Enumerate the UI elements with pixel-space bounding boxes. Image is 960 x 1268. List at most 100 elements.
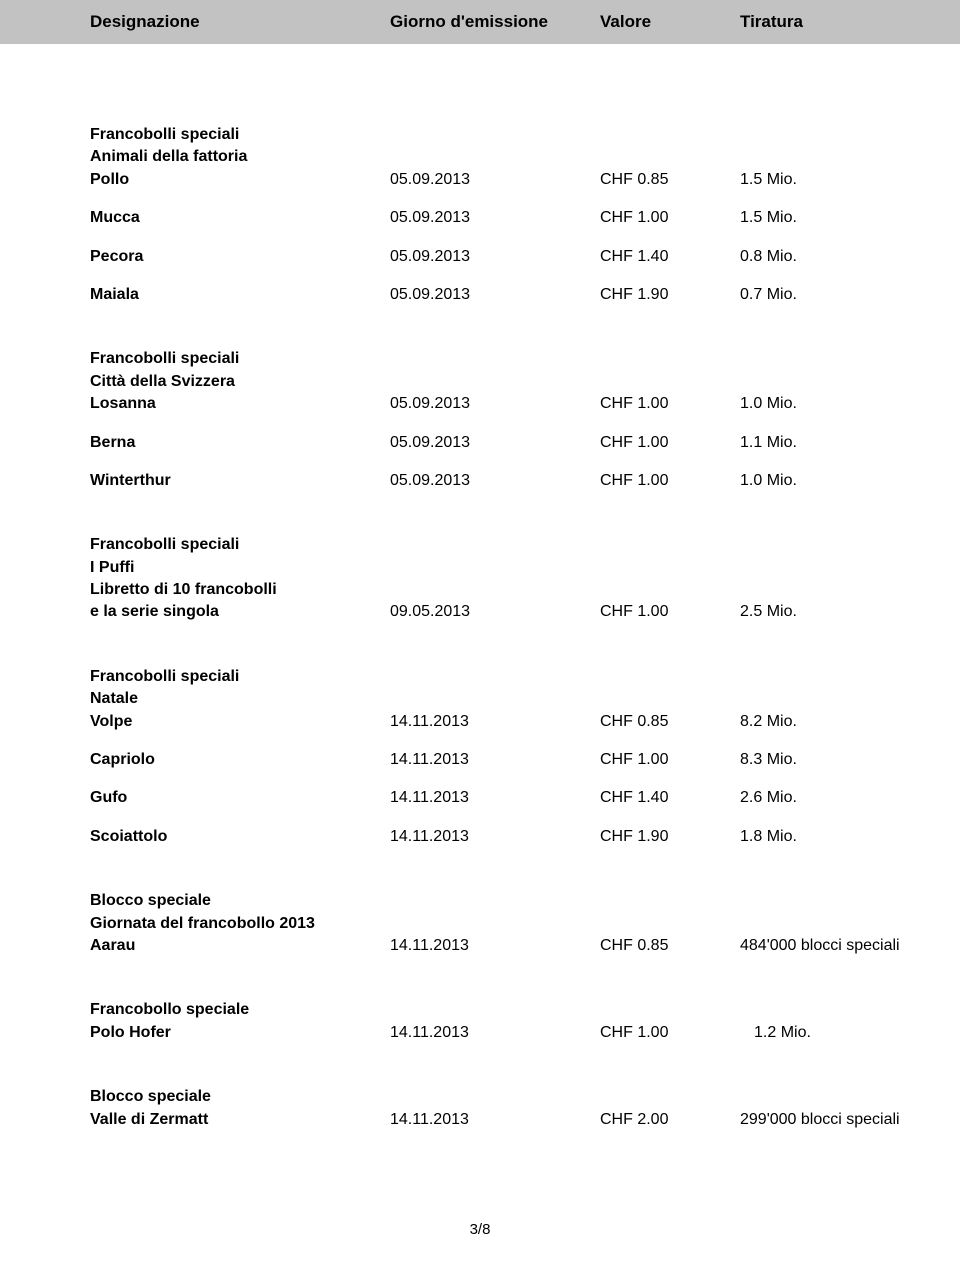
- section-title: Francobollo speciale: [90, 999, 960, 1021]
- row-label: Mucca: [90, 207, 390, 229]
- row-value: CHF 0.85: [600, 169, 740, 191]
- section-natale: Francobolli speciali Natale Volpe 14.11.…: [90, 666, 960, 848]
- row-date: 05.09.2013: [390, 284, 600, 306]
- row-date: 14.11.2013: [390, 787, 600, 809]
- row-value: CHF 1.00: [600, 470, 740, 492]
- row-label: Losanna: [90, 393, 390, 415]
- section-polo: Francobollo speciale Polo Hofer 14.11.20…: [90, 999, 960, 1044]
- table-header: Designazione Giorno d'emissione Valore T…: [0, 0, 960, 44]
- row-date: 14.11.2013: [390, 826, 600, 848]
- row-tiratura: 8.2 Mio.: [740, 711, 960, 733]
- section-zermatt: Blocco speciale Valle di Zermatt 14.11.2…: [90, 1086, 960, 1131]
- row-value: CHF 0.85: [600, 935, 740, 957]
- header-col-designazione: Designazione: [90, 12, 390, 32]
- row-date: 05.09.2013: [390, 169, 600, 191]
- row-value: CHF 2.00: [600, 1109, 740, 1131]
- row-tiratura: 1.5 Mio.: [740, 169, 960, 191]
- row-label: Pecora: [90, 246, 390, 268]
- row-tiratura: 2.6 Mio.: [740, 787, 960, 809]
- row-label: Capriolo: [90, 749, 390, 771]
- row-label: Maiala: [90, 284, 390, 306]
- section-fattoria: Francobolli speciali Animali della fatto…: [90, 124, 960, 306]
- row-date: 14.11.2013: [390, 935, 600, 957]
- table-row: Aarau 14.11.2013 CHF 0.85 484'000 blocci…: [90, 935, 960, 957]
- section-title: Francobolli speciali: [90, 124, 960, 146]
- row-date: 05.09.2013: [390, 393, 600, 415]
- row-date: 05.09.2013: [390, 207, 600, 229]
- row-date: 05.09.2013: [390, 432, 600, 454]
- row-label: Scoiattolo: [90, 826, 390, 848]
- section-subtitle: I Puffi: [90, 557, 960, 579]
- row-label: e la serie singola: [90, 601, 390, 623]
- row-date: 05.09.2013: [390, 246, 600, 268]
- row-tiratura: 2.5 Mio.: [740, 601, 960, 623]
- table-row: Maiala 05.09.2013 CHF 1.90 0.7 Mio.: [90, 284, 960, 306]
- row-value: CHF 1.90: [600, 826, 740, 848]
- section-subtitle2: Libretto di 10 francobolli: [90, 579, 960, 601]
- row-date: 09.05.2013: [390, 601, 600, 623]
- row-tiratura: 1.1 Mio.: [740, 432, 960, 454]
- row-label: Volpe: [90, 711, 390, 733]
- row-tiratura: 1.8 Mio.: [740, 826, 960, 848]
- row-tiratura: 484'000 blocci speciali: [740, 935, 960, 957]
- row-label: Pollo: [90, 169, 390, 191]
- row-value: CHF 1.00: [600, 393, 740, 415]
- row-date: 14.11.2013: [390, 749, 600, 771]
- section-title: Francobolli speciali: [90, 666, 960, 688]
- section-title: Blocco speciale: [90, 1086, 960, 1108]
- row-value: CHF 1.40: [600, 246, 740, 268]
- row-tiratura: 0.8 Mio.: [740, 246, 960, 268]
- section-citta: Francobolli speciali Città della Svizzer…: [90, 348, 960, 492]
- row-date: 14.11.2013: [390, 1109, 600, 1131]
- row-tiratura: 0.7 Mio.: [740, 284, 960, 306]
- section-title: Francobolli speciali: [90, 348, 960, 370]
- table-row: Gufo 14.11.2013 CHF 1.40 2.6 Mio.: [90, 787, 960, 809]
- page-number: 3/8: [0, 1221, 960, 1268]
- row-label: Berna: [90, 432, 390, 454]
- section-title: Francobolli speciali: [90, 534, 960, 556]
- row-value: CHF 0.85: [600, 711, 740, 733]
- row-tiratura: 8.3 Mio.: [740, 749, 960, 771]
- table-row: Berna 05.09.2013 CHF 1.00 1.1 Mio.: [90, 432, 960, 454]
- row-label: Valle di Zermatt: [90, 1109, 390, 1131]
- table-row: Polo Hofer 14.11.2013 CHF 1.00 1.2 Mio.: [90, 1022, 960, 1044]
- row-label: Polo Hofer: [90, 1022, 390, 1044]
- section-subtitle: Animali della fattoria: [90, 146, 960, 168]
- header-col-tiratura: Tiratura: [740, 12, 960, 32]
- section-giornata: Blocco speciale Giornata del francobollo…: [90, 890, 960, 957]
- row-value: CHF 1.00: [600, 207, 740, 229]
- row-value: CHF 1.00: [600, 749, 740, 771]
- row-tiratura: 1.0 Mio.: [740, 393, 960, 415]
- table-row: Winterthur 05.09.2013 CHF 1.00 1.0 Mio.: [90, 470, 960, 492]
- row-date: 14.11.2013: [390, 711, 600, 733]
- row-label: Aarau: [90, 935, 390, 957]
- row-tiratura: 1.2 Mio.: [740, 1022, 960, 1044]
- row-label: Gufo: [90, 787, 390, 809]
- section-subtitle: Città della Svizzera: [90, 371, 960, 393]
- table-row: Pollo 05.09.2013 CHF 0.85 1.5 Mio.: [90, 169, 960, 191]
- row-date: 05.09.2013: [390, 470, 600, 492]
- table-row: Capriolo 14.11.2013 CHF 1.00 8.3 Mio.: [90, 749, 960, 771]
- row-value: CHF 1.90: [600, 284, 740, 306]
- row-value: CHF 1.40: [600, 787, 740, 809]
- header-col-giorno: Giorno d'emissione: [390, 12, 600, 32]
- table-row: Losanna 05.09.2013 CHF 1.00 1.0 Mio.: [90, 393, 960, 415]
- table-row: Volpe 14.11.2013 CHF 0.85 8.2 Mio.: [90, 711, 960, 733]
- row-tiratura: 1.5 Mio.: [740, 207, 960, 229]
- section-subtitle: Giornata del francobollo 2013: [90, 913, 960, 935]
- table-row: e la serie singola 09.05.2013 CHF 1.00 2…: [90, 601, 960, 623]
- row-value: CHF 1.00: [600, 432, 740, 454]
- page-content: Francobolli speciali Animali della fatto…: [0, 44, 960, 1131]
- table-row: Scoiattolo 14.11.2013 CHF 1.90 1.8 Mio.: [90, 826, 960, 848]
- row-value: CHF 1.00: [600, 601, 740, 623]
- table-row: Mucca 05.09.2013 CHF 1.00 1.5 Mio.: [90, 207, 960, 229]
- header-col-valore: Valore: [600, 12, 740, 32]
- row-tiratura: 1.0 Mio.: [740, 470, 960, 492]
- section-puffi: Francobolli speciali I Puffi Libretto di…: [90, 534, 960, 624]
- section-title: Blocco speciale: [90, 890, 960, 912]
- table-row: Valle di Zermatt 14.11.2013 CHF 2.00 299…: [90, 1109, 960, 1131]
- row-date: 14.11.2013: [390, 1022, 600, 1044]
- row-label: Winterthur: [90, 470, 390, 492]
- row-value: CHF 1.00: [600, 1022, 740, 1044]
- row-tiratura: 299'000 blocci speciali: [740, 1109, 960, 1131]
